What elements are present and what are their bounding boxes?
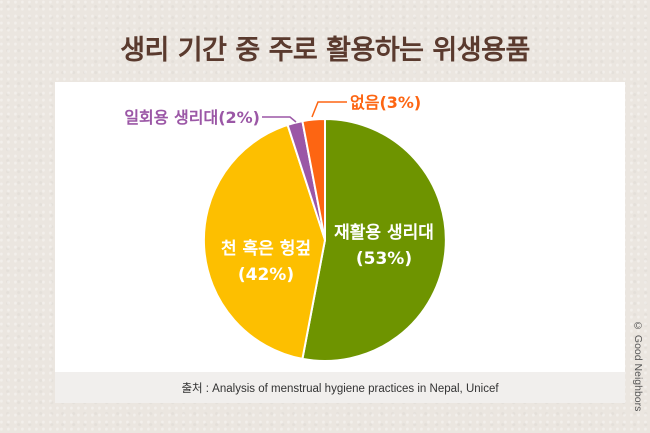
- label-disposable: 일회용 생리대(2%): [124, 108, 260, 127]
- leader-line-disposable: [262, 116, 297, 123]
- source-bar: 출처 : Analysis of menstrual hygiene pract…: [55, 372, 625, 403]
- leader-line-none: [311, 101, 347, 118]
- label-none: 없음(3%): [350, 93, 421, 112]
- chart-title: 생리 기간 중 주로 활용하는 위생용품: [120, 35, 530, 66]
- label-reusable-pct: (53%): [356, 249, 412, 269]
- copyright-text: © Good Neighbors: [632, 320, 644, 412]
- slice-cloth: [202, 123, 327, 361]
- source-text: 출처 : Analysis of menstrual hygiene pract…: [181, 382, 499, 395]
- label-cloth-name: 천 혹은 헝겊: [221, 238, 311, 259]
- label-reusable-name: 재활용 생리대: [334, 222, 434, 243]
- slice-reusable-pad: [301, 117, 447, 362]
- label-cloth-pct: (42%): [238, 265, 294, 285]
- slice-none: [301, 117, 326, 241]
